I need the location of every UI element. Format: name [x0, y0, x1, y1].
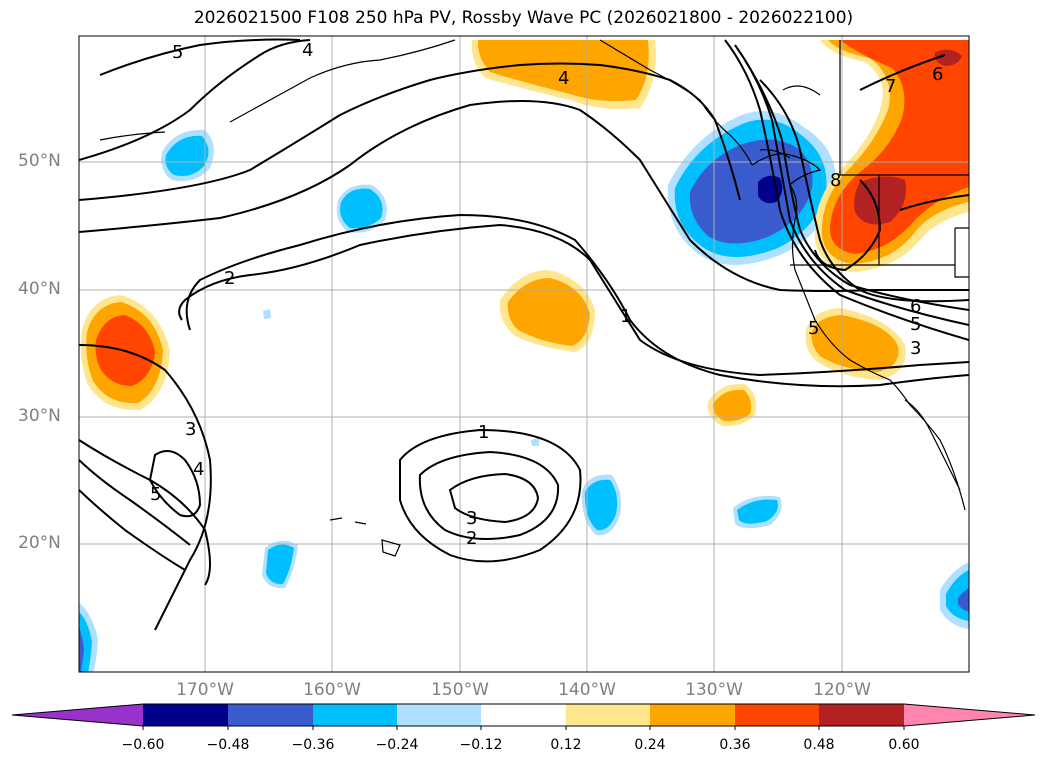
- lat-label-20n: 20°N: [18, 533, 61, 553]
- anomaly-blob: [811, 315, 899, 372]
- colorbar-tick-label: −0.36: [291, 737, 335, 753]
- lat-label-30n: 30°N: [18, 406, 61, 426]
- contour-label: 3: [466, 508, 477, 529]
- anomaly-blob: [477, 40, 649, 102]
- colorbar-segment: [481, 704, 566, 726]
- colorbar-tick-label: −0.12: [459, 737, 503, 753]
- anomaly-blob: [165, 135, 209, 176]
- anomaly-blob: [507, 278, 590, 346]
- colorbar-segment: [650, 704, 735, 726]
- anomaly-blob: [340, 188, 383, 229]
- anomaly-blob: [958, 587, 969, 612]
- colorbar-tick-label: 0.12: [550, 737, 582, 753]
- lat-label-40n: 40°N: [18, 279, 61, 299]
- contour-label: 4: [193, 459, 204, 480]
- lon-label-150w: 150°W: [431, 680, 489, 700]
- contour-label: 2: [466, 528, 477, 549]
- anomaly-blob: [830, 40, 969, 254]
- lon-label-120w: 120°W: [813, 680, 871, 700]
- colorbar-segment: [819, 704, 904, 726]
- anomaly-blob: [584, 479, 618, 531]
- anomaly-blob: [934, 49, 962, 66]
- contour-label: 5: [172, 42, 183, 63]
- contour-label: 3: [910, 338, 921, 359]
- contour-label: 3: [185, 419, 196, 440]
- map-frame: [78, 35, 970, 673]
- contour-label: 6: [910, 296, 921, 317]
- colorbar-segment: [143, 704, 228, 726]
- colorbar: [11, 703, 1036, 730]
- colorbar-segment: [228, 704, 313, 726]
- anomaly-blob: [531, 438, 539, 446]
- lon-label-170w: 170°W: [176, 680, 234, 700]
- colorbar-tick-label: 0.36: [719, 737, 751, 753]
- positive-anomalies: [80, 40, 969, 427]
- lon-label-140w: 140°W: [558, 680, 616, 700]
- map-title: 2026021500 F108 250 hPa PV, Rossby Wave …: [193, 8, 854, 28]
- colorbar-segment: [12, 704, 143, 726]
- colorbar-segment: [397, 704, 481, 726]
- lat-label-50n: 50°N: [18, 151, 61, 171]
- contour-label: 5: [910, 314, 921, 335]
- colorbar-tick-label: −0.48: [206, 737, 250, 753]
- contour-label: 5: [150, 484, 161, 505]
- lon-label-130w: 130°W: [685, 680, 743, 700]
- anomaly-blob: [758, 175, 783, 204]
- colorbar-tick-label: −0.24: [375, 737, 419, 753]
- anomaly-blob: [712, 389, 752, 422]
- colorbar-tick-label: 0.24: [634, 737, 666, 753]
- colorbar-tick-label: 0.60: [888, 737, 920, 753]
- graticule: [79, 36, 969, 672]
- contour-label: 4: [558, 68, 569, 89]
- pv-contours: [79, 38, 969, 631]
- anomaly-blob: [263, 309, 271, 319]
- contour-label: 6: [932, 64, 943, 85]
- colorbar-segment: [313, 704, 397, 726]
- anomaly-blob: [266, 544, 294, 585]
- anomaly-blob: [737, 499, 778, 524]
- colorbar-segment: [735, 704, 819, 726]
- colorbar-tick-label: −0.60: [121, 737, 165, 753]
- contour-label: 1: [478, 422, 489, 443]
- colorbar-segment: [566, 704, 650, 726]
- colorbar-tick-label: 0.48: [803, 737, 835, 753]
- colorbar-segment: [904, 704, 1035, 726]
- contour-label: 1: [620, 306, 631, 327]
- contour-label: 8: [830, 170, 841, 191]
- anomaly-blob: [79, 627, 84, 672]
- contour-label: 2: [224, 268, 235, 289]
- contour-label: 7: [885, 76, 896, 97]
- lon-label-160w: 160°W: [303, 680, 361, 700]
- contour-label: 5: [808, 318, 819, 339]
- contour-labels: 5 4 2 1 3 4 5 1 3 2 4 6 7 8 6 5 3 5: [150, 40, 943, 549]
- contour-label: 4: [302, 40, 313, 61]
